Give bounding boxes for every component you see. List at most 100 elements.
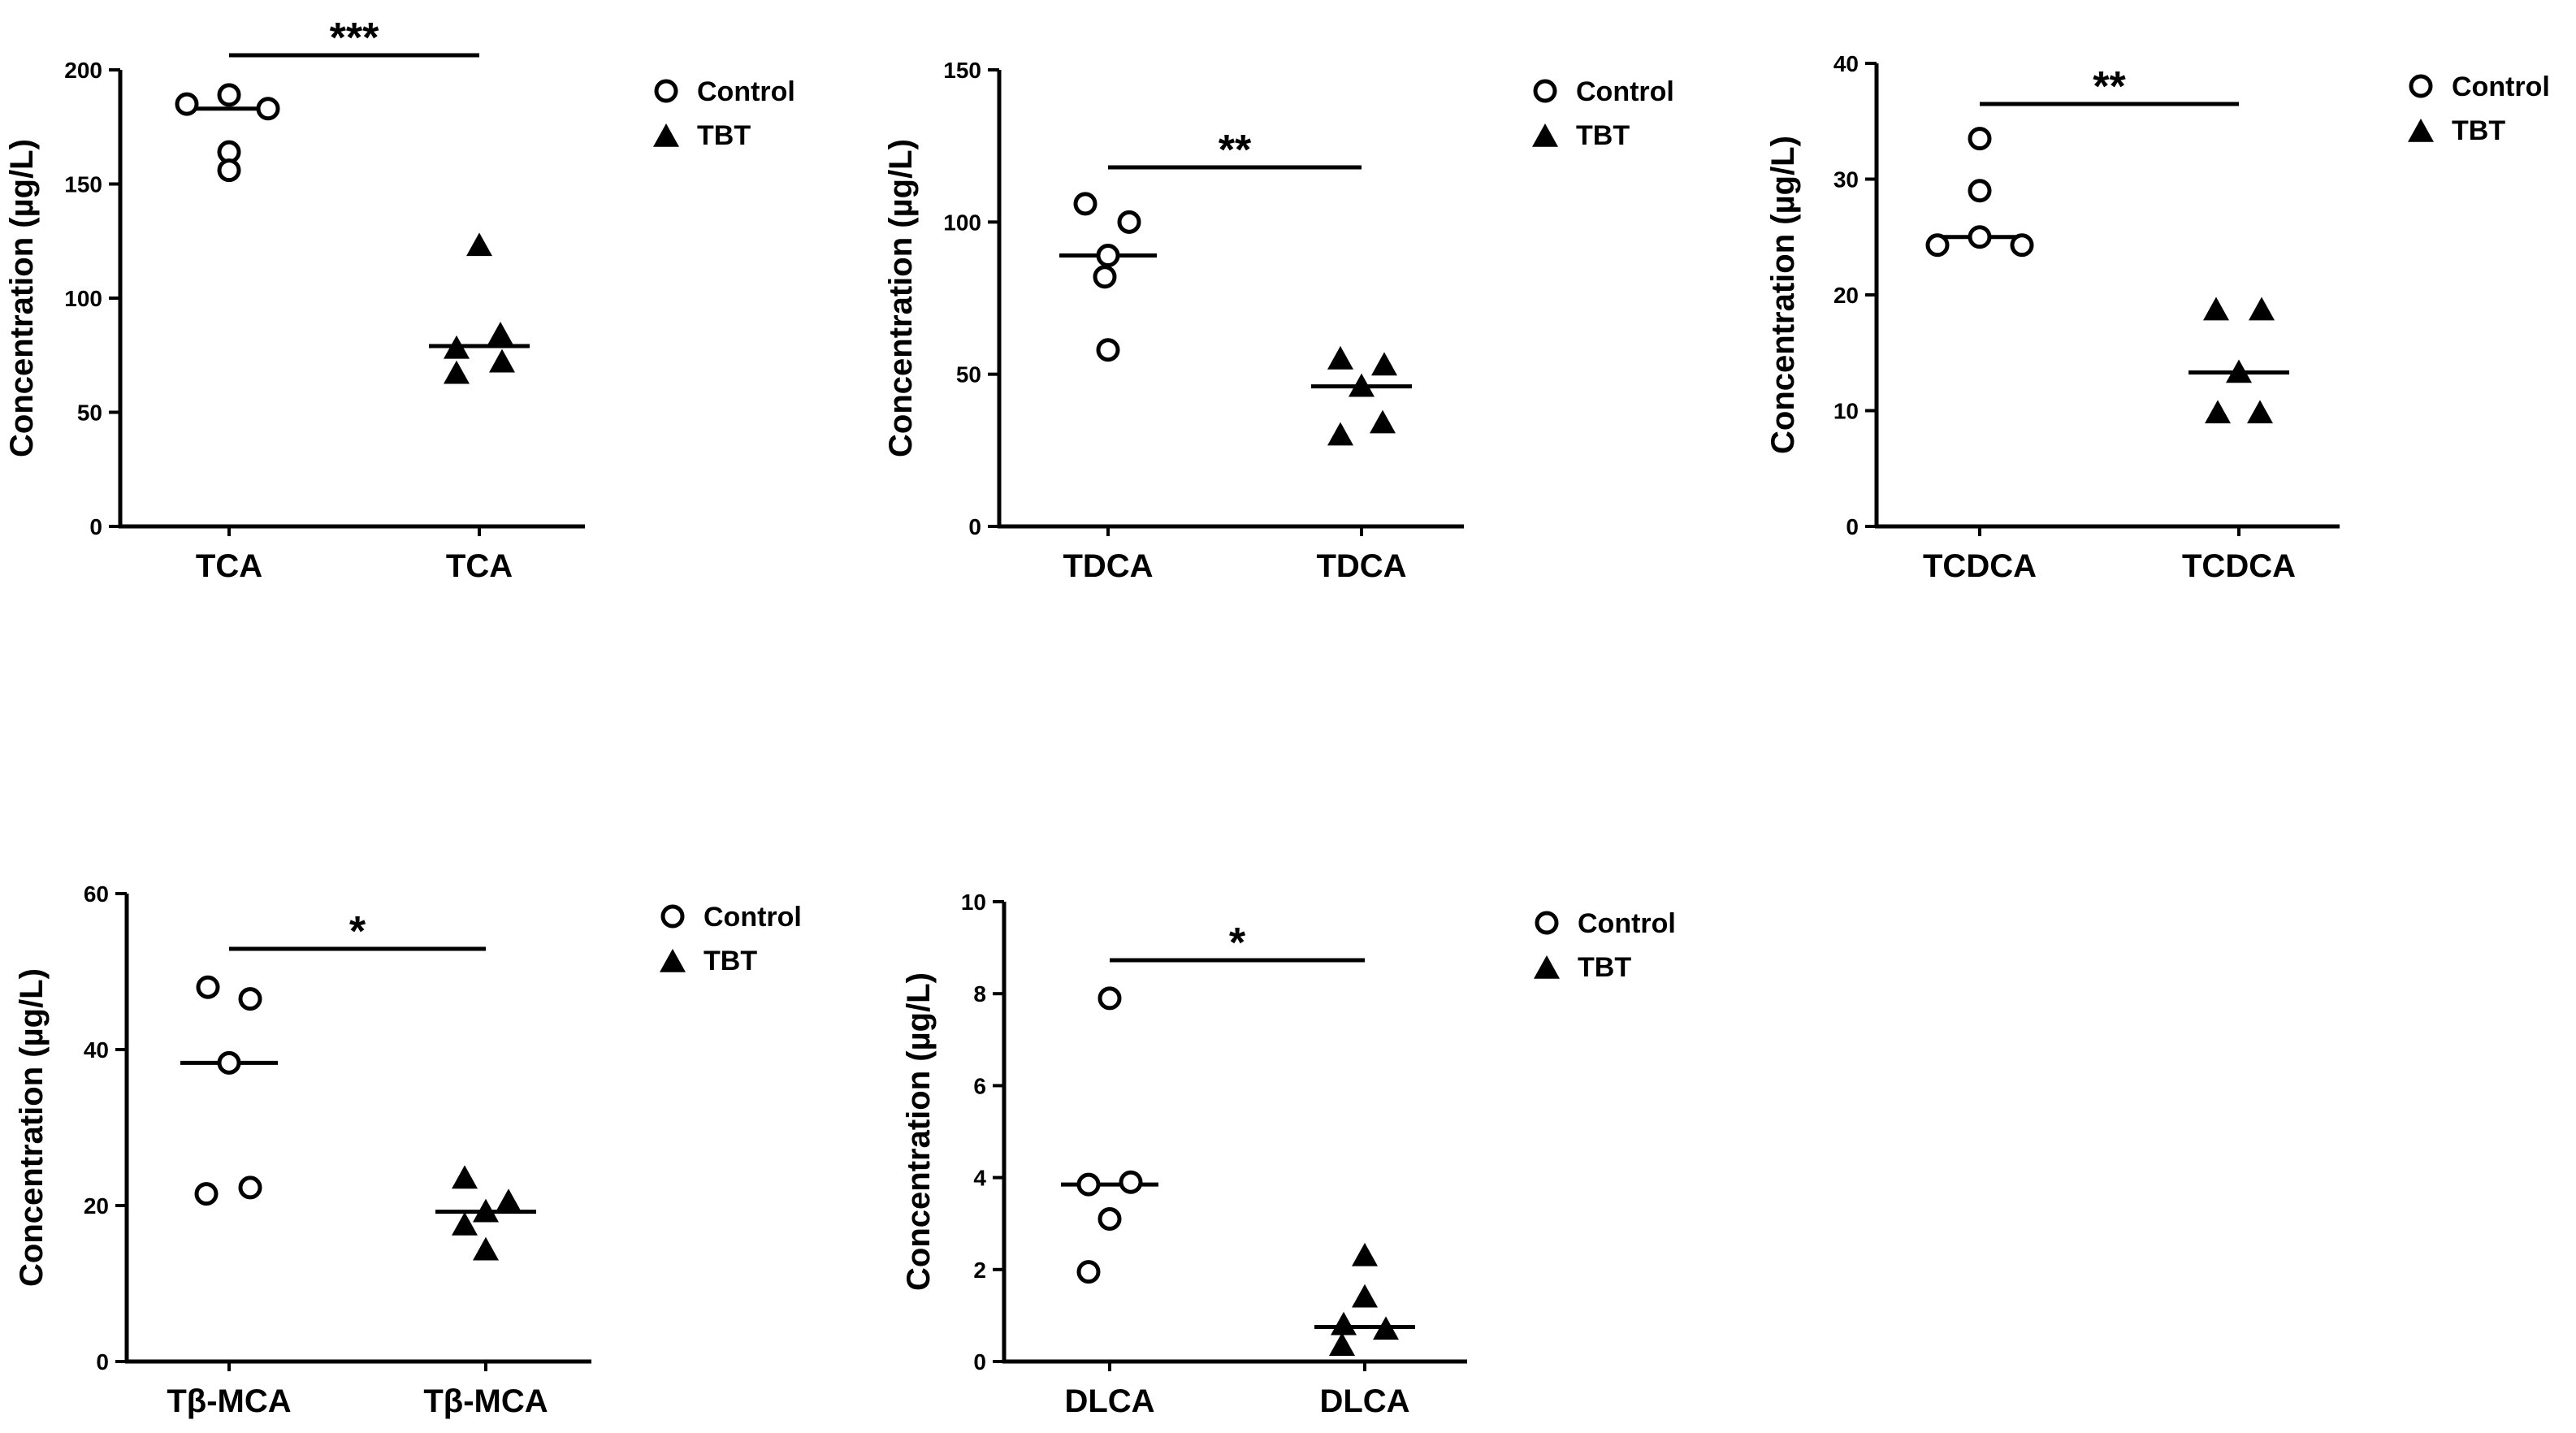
panel-1-category-label: TCA [196, 548, 262, 584]
panel-4-control-point [238, 1175, 262, 1200]
panel-1-category-label: TCA [446, 548, 513, 584]
panel-2-tbt-point [1349, 373, 1375, 397]
panel-2-category-label: TDCA [1063, 548, 1153, 584]
panel-3-legend-control-label: Control [2452, 71, 2550, 102]
panel-1-significance-label: *** [330, 15, 379, 62]
panel-2-tbt-point [1370, 409, 1396, 434]
panel-3-tbt-point [2205, 400, 2231, 424]
panel-1-tbt-point [466, 232, 492, 257]
panel-3-category-label: TCDCA [2182, 548, 2296, 584]
panel-2-control-point [1093, 265, 1117, 289]
panel-4-legend-control-marker [660, 904, 685, 929]
panel-2-tbt-point [1327, 422, 1353, 446]
panel-5-control-point [1076, 1172, 1101, 1197]
panel-4-category-label: Tβ-MCA [423, 1383, 548, 1419]
panel-4-legend-control-label: Control [704, 902, 802, 933]
panel-2-control-point [1073, 192, 1098, 216]
panel-4-y-tick-label: 0 [96, 1349, 109, 1375]
panel-3-tbt-point [2249, 297, 2275, 321]
panel-2-category-label: TDCA [1316, 548, 1406, 584]
panel-5-tbt-point [1352, 1242, 1378, 1266]
panel-1-tbt-point [444, 335, 470, 359]
panel-3-control-point [1925, 233, 1950, 258]
panel-5-tbt-point [1352, 1284, 1378, 1308]
panel-5-control-point [1119, 1170, 1143, 1194]
panel-4-tbt-point [452, 1212, 478, 1236]
panel-5-y-tick-label: 6 [973, 1073, 986, 1098]
panel-3-control-point [1968, 179, 1992, 203]
panel-4-y-tick-label: 40 [84, 1037, 109, 1063]
panel-5-legend-tbt-marker [1534, 955, 1560, 979]
panel-4-control-point [194, 1182, 219, 1206]
panel-4-control-point [196, 975, 220, 999]
panel-3-control-point [1968, 225, 1992, 249]
panel-5-y-tick-label: 8 [973, 981, 986, 1007]
panel-3-category-label: TCDCA [1923, 548, 2037, 584]
panel-5-tbt-point [1331, 1311, 1357, 1336]
panel-3-y-tick-label: 10 [1834, 399, 1859, 424]
panel-1-control-point [217, 83, 241, 107]
panel-4-significance-label: * [349, 908, 366, 955]
panel-1-legend-tbt-label: TBT [697, 120, 751, 151]
panel-3-tbt-point [2226, 359, 2252, 383]
panel-5-control-point [1098, 986, 1122, 1011]
panel-3-y-tick-label: 40 [1834, 51, 1859, 76]
panel-3-y-tick-label: 30 [1834, 167, 1859, 193]
panel-1-tbt-point [487, 321, 513, 345]
panel-5-control-point [1076, 1260, 1101, 1284]
panel-3-y-tick-label: 0 [1846, 514, 1859, 539]
panel-3-y-axis-label: Concentration (µg/L) [1765, 136, 1801, 454]
panel-2-y-tick-label: 150 [943, 58, 981, 83]
panel-1-y-tick-label: 100 [64, 286, 102, 311]
panel-4-tbt-point [452, 1165, 478, 1189]
panel-1-control-point [175, 92, 199, 116]
panel-3-tbt-point [2203, 297, 2229, 321]
panel-5-control-point [1098, 1207, 1122, 1232]
panel-5-tbt-point [1373, 1316, 1399, 1340]
panel-1-tbt-point [444, 360, 470, 384]
panel-5-category-label: DLCA [1319, 1383, 1409, 1419]
panel-4-y-tick-label: 60 [84, 881, 109, 907]
panel-2-control-point [1096, 338, 1120, 362]
panel-3-control-point [1968, 127, 1992, 151]
panel-3-legend-control-marker [2409, 74, 2433, 98]
panel-5-category-label: DLCA [1064, 1383, 1154, 1419]
panel-3-control-point [2010, 233, 2034, 258]
panel-3-legend-tbt-marker [2408, 119, 2434, 142]
panel-1-legend-control-marker [654, 79, 678, 103]
panel-1-control-point [217, 158, 241, 183]
panel-2-y-tick-label: 50 [956, 362, 981, 387]
panel-2-legend-control-label: Control [1576, 76, 1674, 107]
panel-3-y-tick-label: 20 [1834, 283, 1859, 308]
panel-1-y-tick-label: 0 [89, 514, 102, 539]
panel-2-legend-control-marker [1533, 79, 1557, 103]
panel-4-tbt-point [473, 1236, 499, 1261]
panel-1-y-tick-label: 200 [64, 58, 102, 83]
panel-4-y-axis-label: Concentration (µg/L) [14, 968, 50, 1287]
panel-2-legend-tbt-label: TBT [1576, 120, 1630, 151]
panel-1-legend-control-label: Control [697, 76, 795, 107]
panel-2-control-point [1096, 244, 1120, 268]
panel-5-legend-tbt-label: TBT [1578, 952, 1631, 983]
panel-1-y-axis-label: Concentration (µg/L) [4, 139, 40, 457]
panel-2-legend-tbt-marker [1532, 123, 1558, 147]
panel-4-category-label: Tβ-MCA [167, 1383, 291, 1419]
panel-5-legend-control-label: Control [1578, 908, 1676, 939]
panel-2-y-tick-label: 100 [943, 210, 981, 235]
panel-2-y-tick-label: 0 [968, 514, 981, 539]
panel-5-tbt-point [1329, 1332, 1355, 1356]
panel-1-y-tick-label: 50 [77, 400, 102, 426]
panel-5-y-tick-label: 0 [973, 1349, 986, 1375]
panel-4-legend-tbt-label: TBT [704, 946, 757, 976]
panel-5-legend-control-marker [1535, 911, 1559, 935]
panel-4-control-point [217, 1050, 241, 1075]
panel-2-y-axis-label: Concentration (µg/L) [883, 139, 919, 457]
panel-5-y-tick-label: 2 [973, 1258, 986, 1283]
panel-4-legend-tbt-marker [660, 949, 686, 972]
panel-4-control-point [238, 987, 262, 1011]
panel-1-y-tick-label: 150 [64, 172, 102, 197]
panel-1-tbt-point [489, 349, 515, 373]
panel-4-tbt-point [496, 1188, 522, 1212]
panel-4-tbt-point [473, 1198, 499, 1223]
